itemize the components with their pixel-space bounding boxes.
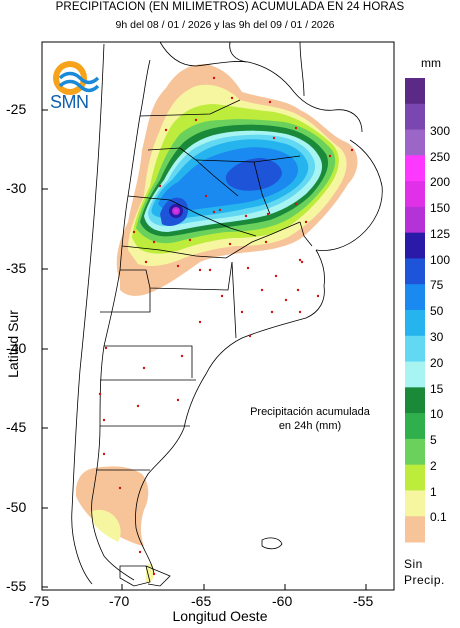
- legend-swatch: [405, 232, 425, 259]
- legend-swatch: [405, 464, 425, 491]
- legend-no-precip-label: Sin Precip.: [404, 557, 445, 587]
- y-tick-label: -45: [6, 419, 27, 435]
- legend-swatch: [405, 258, 425, 285]
- field-150mm: [174, 209, 178, 213]
- boundaries: [71, 41, 383, 587]
- legend-swatch: [405, 516, 425, 543]
- legend-level-label: 0.1: [430, 510, 447, 525]
- x-tick-label: -70: [109, 593, 130, 609]
- legend-level-label: 250: [430, 149, 451, 164]
- y-tick-label: -25: [6, 101, 27, 117]
- legend-level-label: 125: [430, 226, 451, 241]
- smn-logo-icon: [53, 61, 100, 95]
- legend-level-label: 20: [430, 355, 444, 370]
- legend-swatch: [405, 490, 425, 517]
- legend-color-scale: [405, 78, 425, 543]
- x-tick-label: -60: [272, 593, 293, 609]
- legend-no-precip: Sin Precip.: [404, 556, 454, 588]
- legend-level-label: 300: [430, 123, 451, 138]
- x-axis-label: Longitud Oeste: [172, 608, 268, 624]
- y-tick-label: -55: [6, 578, 27, 594]
- y-tick-label: -35: [6, 260, 27, 276]
- field-75mm: [225, 158, 282, 191]
- legend-swatch: [405, 310, 425, 337]
- legend-level-label: 100: [430, 252, 451, 267]
- legend-swatch: [405, 206, 425, 234]
- x-tick-label: -55: [353, 593, 374, 609]
- y-tick-label: -40: [6, 340, 27, 356]
- x-tick-label: -75: [29, 593, 50, 609]
- legend-level-label: 15: [430, 381, 444, 396]
- y-tick-label: -50: [6, 499, 27, 515]
- precipitation-fields: [76, 64, 358, 583]
- map-note-line1: Precipitación acumulada: [250, 406, 370, 418]
- station-markers: [98, 76, 354, 576]
- map-note-line2: en 24h (mm): [278, 420, 342, 432]
- legend-swatch: [405, 155, 425, 182]
- smn-logo-text: SMN: [50, 92, 89, 112]
- legend-level-label: 1: [430, 484, 437, 499]
- map-subtitle: 9h del 08 / 01 / 2026 y las 9h del 09 / …: [115, 19, 335, 31]
- legend-level-label: 10: [430, 407, 444, 422]
- map-note: Precipitación acumulada en 24h (mm): [230, 405, 390, 433]
- legend-swatch: [405, 413, 425, 440]
- legend-swatch: [405, 78, 425, 105]
- field-patagonia-1mm: [90, 509, 121, 542]
- legend-unit: mm: [421, 56, 441, 70]
- legend-swatch: [405, 438, 425, 466]
- legend-level-label: 5: [430, 433, 437, 448]
- legend-level-label: 150: [430, 201, 451, 216]
- y-tick-label: -30: [6, 180, 27, 196]
- legend-level-label: 75: [430, 278, 444, 293]
- legend-swatch: [405, 103, 425, 131]
- map-title: PRECIPITACION (EN MILIMETROS) ACUMULADA …: [55, 1, 405, 13]
- legend-swatch: [405, 335, 425, 363]
- legend-level-label: 200: [430, 175, 451, 190]
- legend-swatch: [405, 361, 425, 388]
- axis-ticks: [41, 109, 367, 590]
- legend-level-label: 30: [430, 330, 444, 344]
- legend-swatch: [405, 181, 425, 208]
- x-tick-label: -65: [191, 593, 212, 609]
- legend-level-label: 2: [430, 458, 437, 473]
- legend-level-label: 50: [430, 304, 444, 319]
- legend-swatch: [405, 129, 425, 156]
- legend-swatch: [405, 387, 425, 414]
- legend-swatch: [405, 284, 425, 311]
